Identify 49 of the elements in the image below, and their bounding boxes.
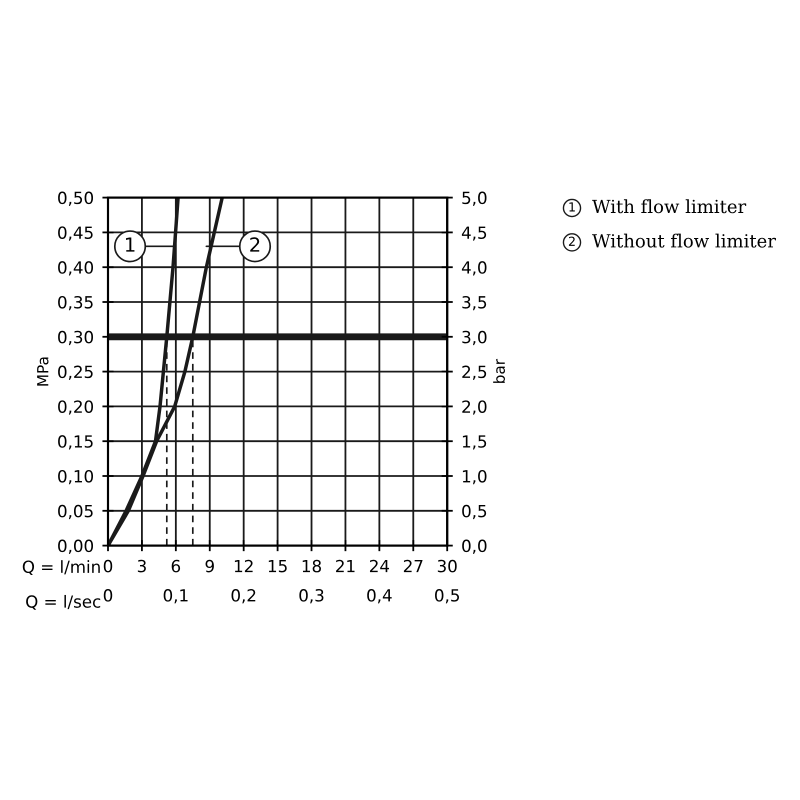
y2-tick-label: 2,5	[462, 366, 486, 380]
y-tick-label: 0,10	[58, 470, 94, 484]
text: With flow limiter	[592, 199, 746, 214]
y-tick-label: 0,35	[58, 296, 93, 310]
x2-axis-title: Q = l/sec	[26, 594, 100, 610]
text: 1	[569, 202, 575, 212]
x2-tick-label: 0,1	[164, 589, 188, 604]
y-tick-label: 0,00	[58, 540, 94, 554]
x-tick-label: 18	[302, 560, 321, 572]
y2-tick-label: 4,0	[462, 261, 486, 276]
y-axis-title: MPa	[37, 357, 48, 386]
y-tick-label: 0,50	[58, 192, 94, 206]
y2-tick-label: 0,5	[462, 504, 486, 520]
y-tick-label: 0,15	[58, 435, 93, 450]
y2-tick-label: 1,0	[462, 470, 486, 484]
y2-tick-label: 2,0	[462, 400, 486, 415]
x2-tick-label: 0,4	[367, 589, 392, 604]
x-tick-label: 15	[268, 560, 287, 572]
y2-axis-title: bar	[493, 358, 505, 383]
x-tick-label: 27	[404, 560, 422, 572]
x-tick-label: 30	[438, 560, 457, 572]
x2-tick-label: 0	[104, 589, 112, 602]
y2-tick-label: 1,5	[462, 435, 486, 450]
x-axis-title: Q = l/min	[22, 560, 100, 575]
y2-tick-label: 5,0	[462, 192, 486, 206]
x-tick-label: 6	[172, 560, 180, 572]
text: Without flow limiter	[592, 234, 776, 248]
x-tick-label: 12	[234, 560, 253, 572]
x-tick-label: 9	[206, 560, 214, 572]
x-tick-label: 3	[138, 560, 146, 572]
y-tick-label: 0,30	[58, 330, 94, 346]
y-tick-label: 0,45	[58, 226, 93, 241]
x2-tick-label: 0,2	[232, 589, 256, 604]
y-tick-label: 0,25	[58, 366, 93, 380]
x-tick-label: 0	[104, 560, 112, 572]
y2-tick-label: 4,5	[462, 226, 486, 241]
x-tick-label: 24	[370, 560, 390, 572]
y-tick-label: 0,40	[58, 261, 94, 276]
y2-tick-label: 3,5	[462, 296, 486, 310]
y2-tick-label: 0,0	[462, 540, 486, 554]
text: 2	[568, 236, 575, 246]
x2-tick-label: 0,3	[299, 589, 324, 604]
text: 1	[126, 238, 134, 252]
y-tick-label: 0,20	[58, 400, 94, 415]
x2-tick-label: 0,5	[435, 589, 459, 604]
y-tick-label: 0,05	[58, 504, 93, 520]
x-tick-label: 21	[336, 560, 355, 572]
legend-label: 2	[250, 237, 260, 252]
y2-tick-label: 3,0	[462, 330, 486, 346]
